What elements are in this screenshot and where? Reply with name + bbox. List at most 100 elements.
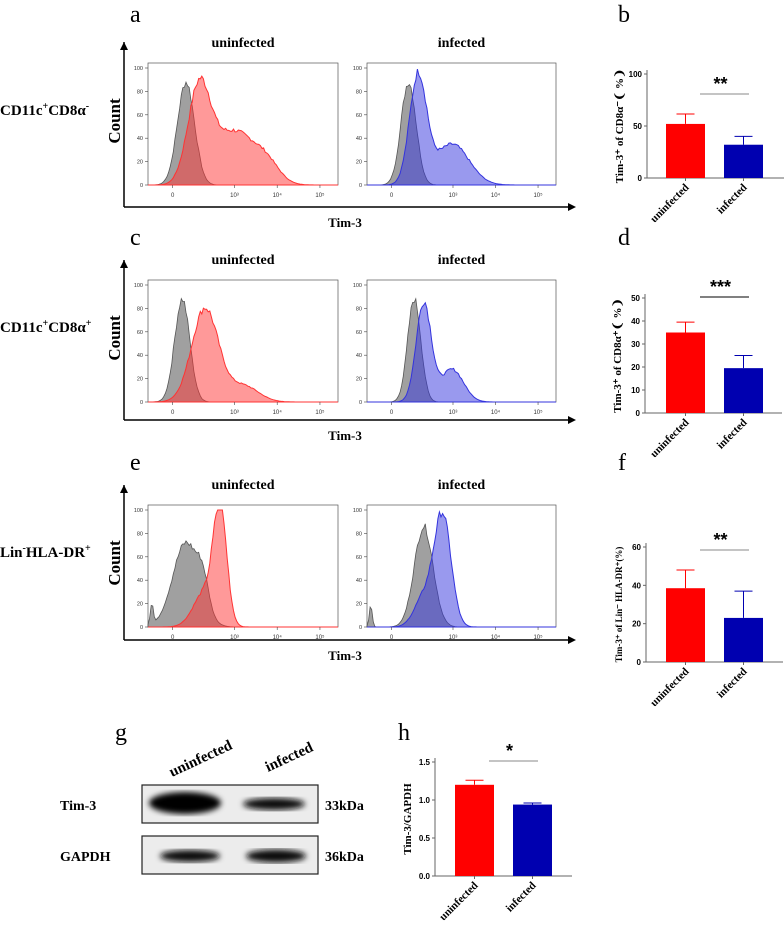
band-name-label: Tim-3: [60, 799, 96, 814]
panel-label: b: [618, 2, 630, 28]
population-label-part: Lin: [0, 545, 23, 561]
axis-arrow-icon: [568, 416, 576, 424]
x-tick-label: 10³: [230, 410, 239, 416]
y-tick-label: 40: [356, 578, 362, 584]
y-tick-label: 20: [356, 602, 362, 608]
y-tick-label: 100: [353, 66, 362, 72]
count-axis-label: Count: [105, 540, 124, 586]
lane-label: uninfected: [167, 737, 236, 780]
y-tick-label: 40: [137, 353, 143, 359]
x-tick-label: 10⁴: [491, 409, 501, 416]
significance-stars: **: [713, 530, 727, 550]
condition-title: infected: [438, 253, 486, 268]
y-tick-label: 0: [140, 400, 143, 406]
bar-y-tick-label: 30: [631, 340, 640, 349]
band-size-label: 36kDa: [325, 850, 364, 865]
bar-infected: [724, 368, 763, 413]
panel-label: g: [115, 720, 127, 746]
histogram-isotype-control: [147, 540, 338, 628]
bar-x-tick-label: uninfected: [648, 666, 691, 709]
population-label-part: CD11c: [0, 320, 43, 336]
y-tick-label: 0: [359, 400, 362, 406]
y-tick-label: 60: [137, 555, 143, 561]
bar-x-tick-label: infected: [715, 182, 750, 217]
y-tick-label: 60: [356, 113, 362, 119]
x-tick-label: 0: [171, 410, 175, 416]
population-label-part: -: [86, 101, 89, 112]
axis-arrow-icon: [120, 260, 128, 268]
bar-x-tick-label: uninfected: [437, 880, 480, 923]
population-label-part: HLA-DR: [26, 545, 85, 561]
bar-y-axis-label: Tim-3⁺ of CD8α⁺❨ %❩: [612, 298, 624, 413]
x-tick-label: 10⁵: [533, 409, 543, 416]
population-label-part: +: [85, 543, 91, 554]
y-tick-label: 80: [137, 89, 143, 95]
bar-infected: [724, 617, 763, 662]
bar-y-axis-label: Tim-3/GAPDH: [402, 783, 414, 855]
panel-label: a: [130, 2, 141, 28]
x-tick-label: 10³: [449, 410, 458, 416]
lane-label: infected: [263, 739, 316, 775]
bar-y-tick-label: 50: [631, 294, 640, 303]
y-tick-label: 40: [356, 136, 362, 142]
axis-arrow-icon: [120, 485, 128, 493]
condition-title: uninfected: [212, 253, 275, 268]
y-tick-label: 40: [356, 353, 362, 359]
bar-y-tick-label: 60: [632, 543, 641, 552]
blot-band: [246, 849, 306, 863]
y-tick-label: 20: [356, 377, 362, 383]
y-tick-label: 0: [359, 183, 362, 189]
x-tick-label: 10⁴: [273, 409, 283, 416]
y-tick-label: 20: [137, 160, 143, 166]
bar-uninfected: [455, 784, 494, 876]
y-tick-label: 100: [134, 508, 143, 514]
bar-y-tick-label: 0.0: [419, 872, 431, 881]
x-tick-label: 10⁴: [273, 634, 283, 641]
blot-band: [149, 792, 221, 814]
tim3-axis-label: Tim-3: [328, 215, 362, 230]
bar-y-tick-label: 50: [633, 122, 642, 131]
histogram-tim3-uninfected: [148, 307, 338, 403]
x-tick-label: 10⁴: [491, 634, 501, 641]
y-tick-label: 100: [353, 508, 362, 514]
condition-title: uninfected: [212, 36, 275, 51]
y-tick-label: 80: [356, 531, 362, 537]
bar-x-tick-label: infected: [715, 666, 750, 701]
histogram-frame: [366, 504, 557, 628]
x-tick-label: 10⁵: [533, 192, 543, 199]
x-tick-label: 0: [390, 410, 394, 416]
tim3-axis-label: Tim-3: [328, 428, 362, 443]
blot-band: [160, 850, 220, 862]
band-name-label: GAPDH: [60, 850, 111, 865]
significance-stars: ***: [710, 277, 731, 297]
bar-y-tick-label: 10: [631, 386, 640, 395]
panel-label: e: [130, 450, 141, 476]
bar-y-axis-label: Tim-3⁺ of CD8α⁻❨ %❩: [614, 69, 626, 184]
histogram-tim3-uninfected: [148, 509, 338, 628]
x-tick-label: 10³: [449, 635, 458, 641]
axis-arrow-icon: [568, 203, 576, 211]
y-tick-label: 60: [137, 113, 143, 119]
x-tick-label: 10⁵: [315, 634, 325, 641]
y-tick-label: 100: [353, 283, 362, 289]
y-tick-label: 80: [137, 306, 143, 312]
x-tick-label: 10⁴: [491, 192, 501, 199]
population-label: CD11c+CD8α+: [0, 318, 92, 336]
population-label: CD11c+CD8α-: [0, 101, 89, 119]
bar-x-tick-label: uninfected: [648, 417, 691, 460]
condition-title: infected: [438, 36, 486, 51]
x-tick-label: 10³: [449, 193, 458, 199]
population-label-part: CD11c: [0, 103, 43, 119]
y-tick-label: 60: [356, 330, 362, 336]
bar-uninfected: [666, 123, 705, 178]
population-label-part: CD8α: [48, 103, 86, 119]
x-tick-label: 10⁵: [315, 192, 325, 199]
histogram-isotype-control: [366, 523, 556, 628]
y-tick-label: 80: [356, 306, 362, 312]
y-tick-label: 40: [137, 578, 143, 584]
x-tick-label: 10⁵: [315, 409, 325, 416]
x-tick-label: 0: [171, 635, 175, 641]
bar-y-tick-label: 0: [636, 409, 641, 418]
y-tick-label: 80: [356, 89, 362, 95]
